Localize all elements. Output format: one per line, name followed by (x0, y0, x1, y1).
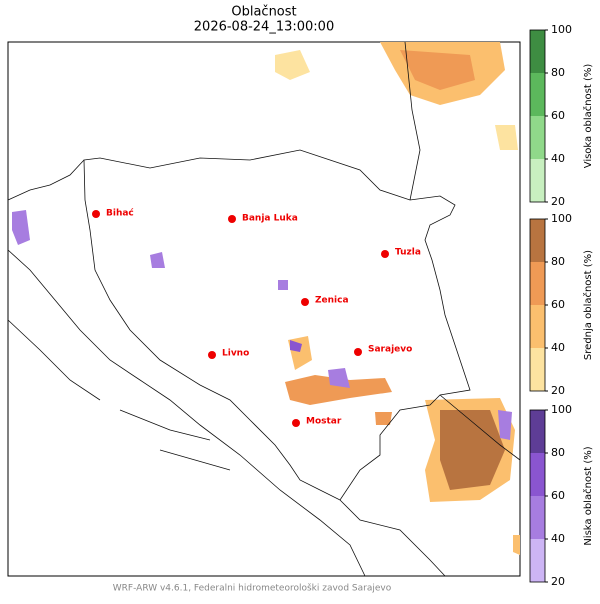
footer: WRF-ARW v4.6.1, Federalni hidrometeorolo… (113, 583, 392, 594)
colorbar-tick-label: 60 (551, 298, 565, 311)
colorbar-tick-label: 100 (551, 212, 572, 225)
colorbar-band (530, 262, 545, 305)
colorbar-band (530, 453, 545, 496)
city-marker (381, 250, 389, 258)
colorbar-band (530, 496, 545, 539)
colorbar-band (530, 410, 545, 453)
colorbar-tick-label: 100 (551, 403, 572, 416)
colorbar-band (530, 116, 545, 159)
colorbar-band (530, 539, 545, 582)
city-label: Bihać (106, 208, 134, 219)
city-marker (92, 210, 100, 218)
colorbar-band (530, 219, 545, 262)
title: Oblačnost (231, 5, 296, 20)
colorbar-band (530, 159, 545, 202)
colorbar-tick-label: 100 (551, 23, 572, 36)
colorbar-tick-label: 20 (551, 575, 565, 588)
colorbar-label: Visoka oblačnost (%) (582, 64, 594, 169)
colorbar-tick-label: 40 (551, 152, 565, 165)
colorbar-tick-label: 80 (551, 446, 565, 459)
colorbar-band (530, 348, 545, 391)
colorbar-band (530, 73, 545, 116)
city-label: Mostar (306, 417, 342, 427)
city-marker (292, 419, 300, 427)
cities: Bihać Banja Luka Tuzla Zenica Livno Sara… (92, 208, 421, 427)
colorbar-tick-label: 60 (551, 489, 565, 502)
city-marker (301, 298, 309, 306)
city-marker (228, 215, 236, 223)
colorbar-label: Niska oblačnost (%) (582, 446, 594, 545)
colorbar-tick-label: 40 (551, 341, 565, 354)
city-label: Sarajevo (368, 345, 412, 355)
city-label: Livno (222, 349, 249, 359)
colorbar-tick-label: 20 (551, 384, 565, 397)
city-label: Banja Luka (242, 214, 298, 224)
subtitle: 2026-08-24_13:00:00 (194, 20, 334, 35)
colorbar-tick-label: 40 (551, 532, 565, 545)
clouds (12, 42, 520, 555)
colorbar-tick-label: 80 (551, 66, 565, 79)
colorbar-tick-label: 80 (551, 255, 565, 268)
colorbar-band (530, 30, 545, 73)
city-marker (208, 351, 216, 359)
colorbar-band (530, 305, 545, 348)
borders (7, 41, 521, 577)
colorbar-tick-label: 20 (551, 195, 565, 208)
colorbar-label: Srednja oblačnost (%) (582, 250, 594, 360)
city-marker (354, 348, 362, 356)
city-label: Zenica (315, 296, 349, 306)
city-label: Tuzla (395, 248, 421, 258)
colorbar-tick-label: 60 (551, 109, 565, 122)
